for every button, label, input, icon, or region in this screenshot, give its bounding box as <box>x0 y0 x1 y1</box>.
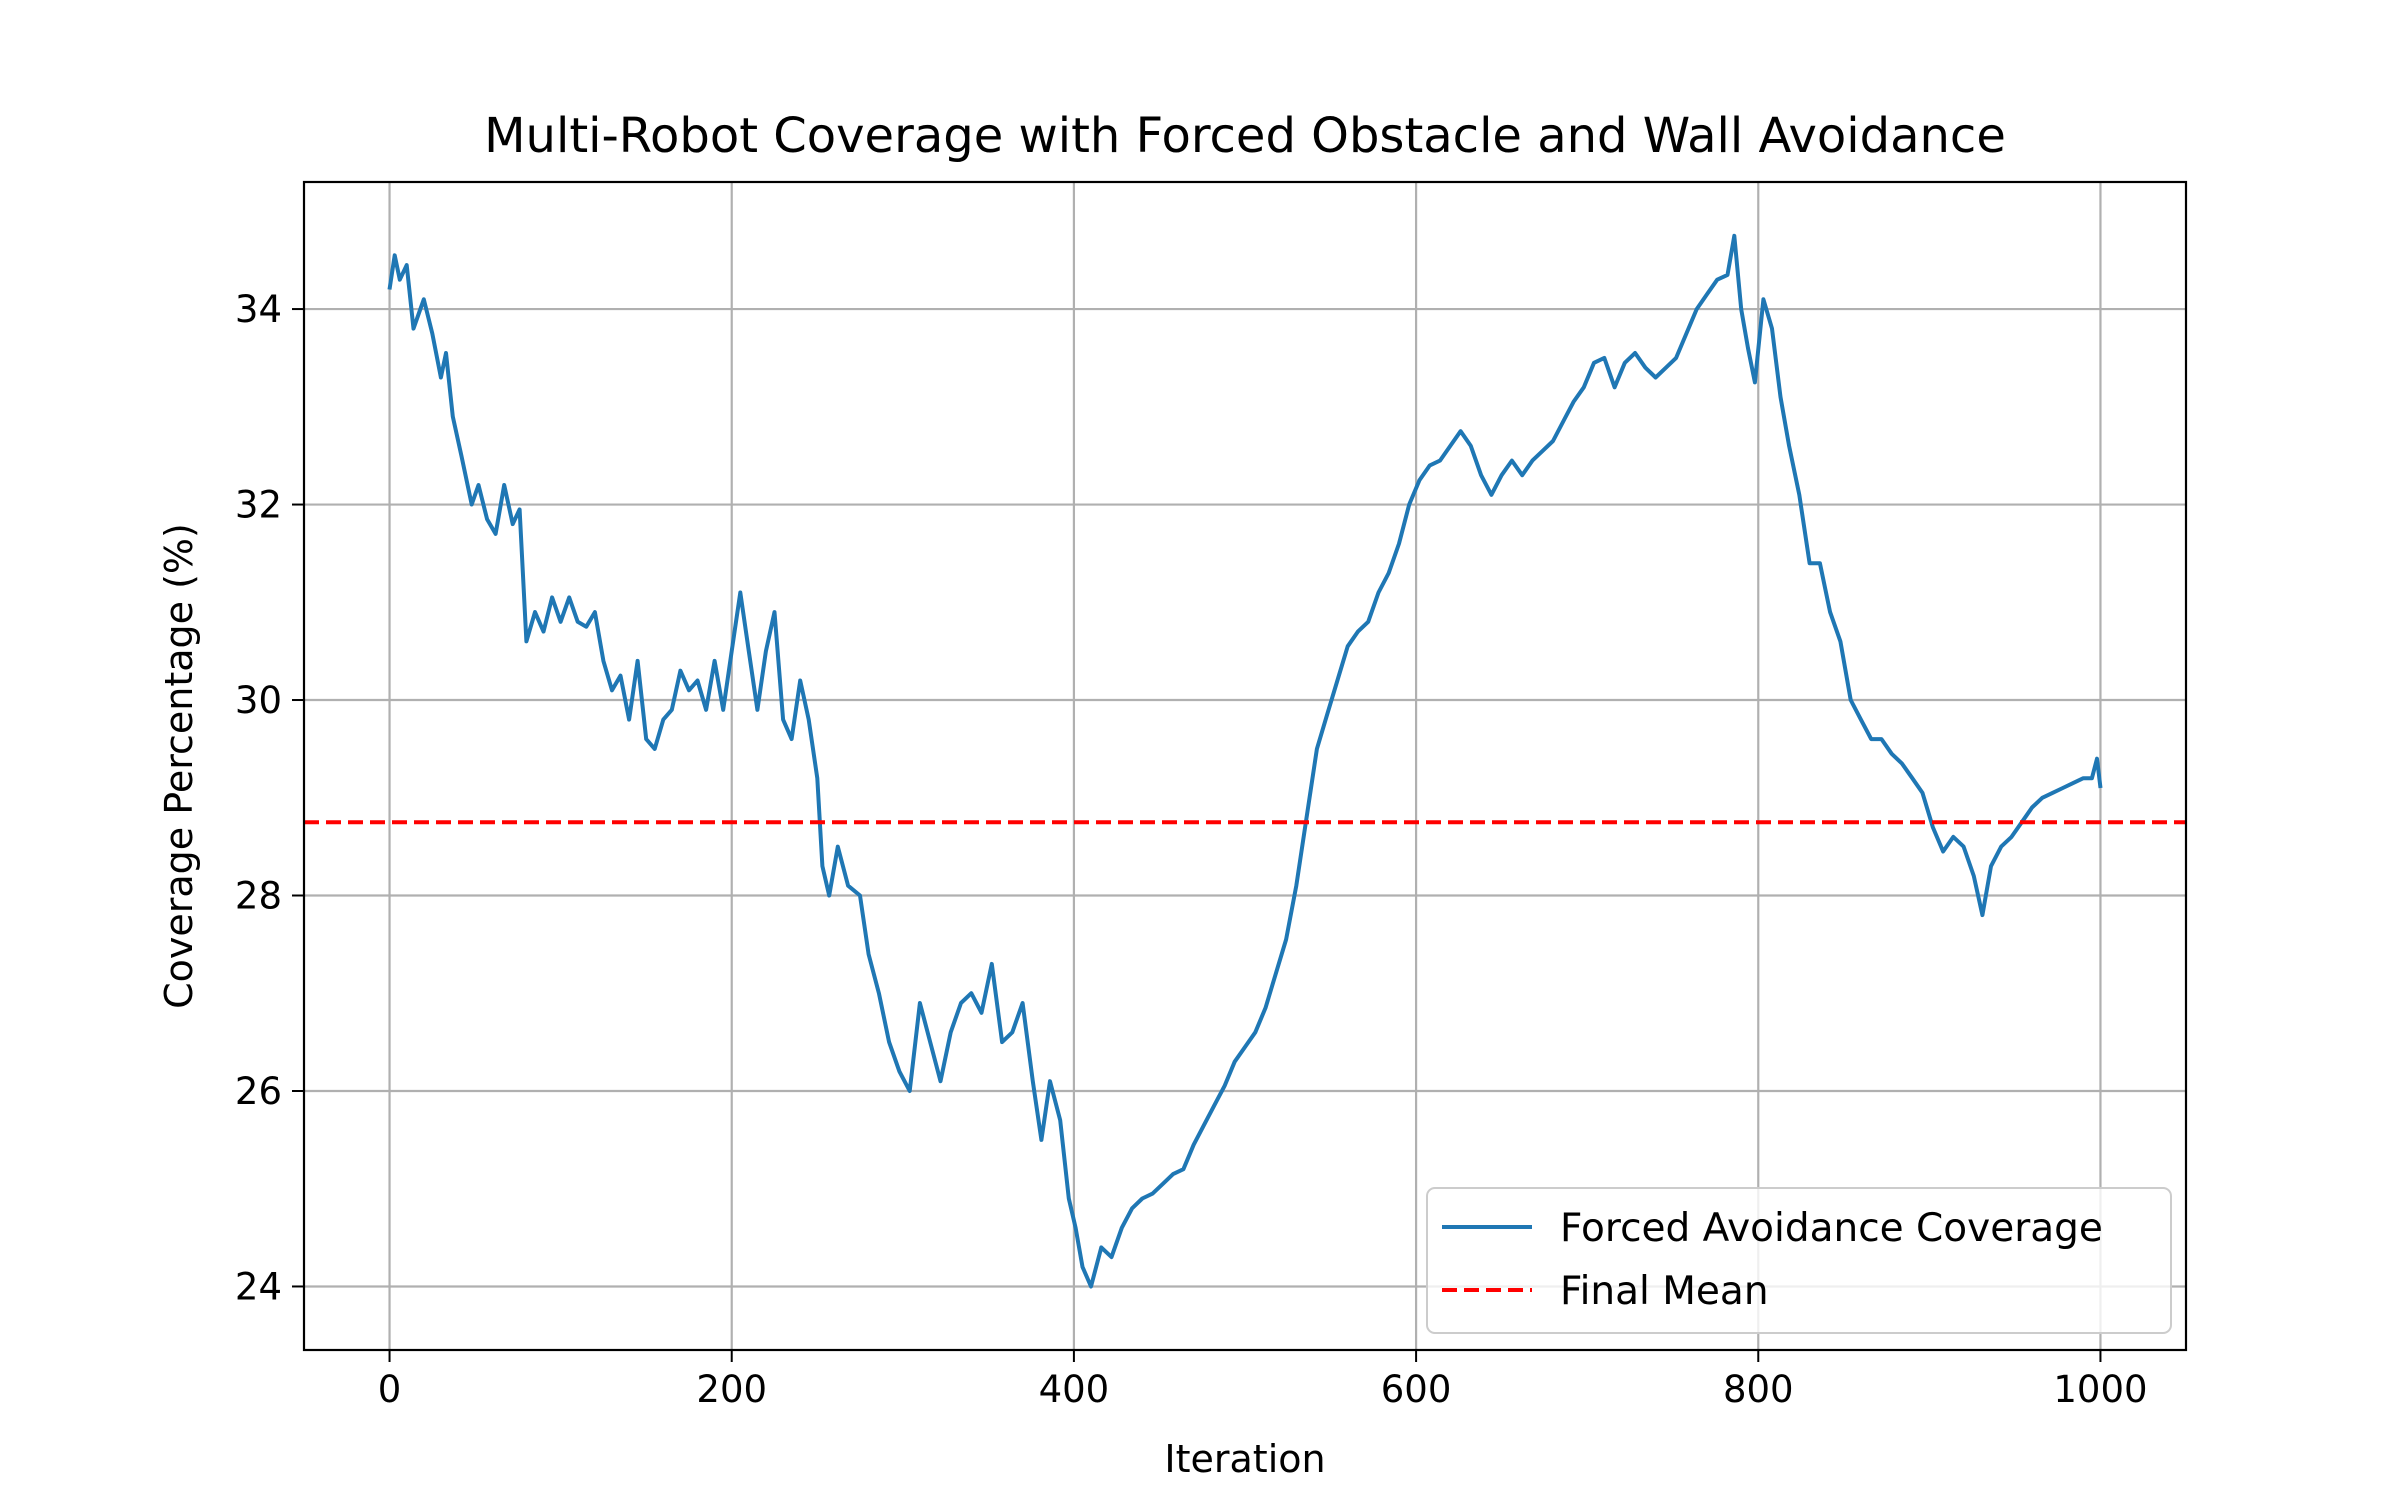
axes-frame <box>302 180 2188 1352</box>
y-axis-label: Coverage Percentage (%) <box>157 523 201 1009</box>
y-tick-label: 34 <box>235 288 282 331</box>
legend-box <box>1426 1187 2172 1334</box>
x-tick-label: 0 <box>378 1368 402 1411</box>
x-tick-label: 600 <box>1381 1368 1452 1411</box>
x-tick-label: 1000 <box>2053 1368 2147 1411</box>
x-axis-ticks: 0 200 400 600 800 1000 <box>378 1350 2148 1411</box>
x-tick-label: 400 <box>1039 1368 1110 1411</box>
y-tick-label: 32 <box>235 484 282 527</box>
chart-title: Multi-Robot Coverage with Forced Obstacl… <box>484 108 2006 164</box>
x-tick-label: 800 <box>1723 1368 1794 1411</box>
y-tick-label: 26 <box>235 1070 282 1113</box>
y-tick-label: 30 <box>235 679 282 722</box>
coverage-line <box>387 233 2103 1289</box>
y-axis-ticks: 24 26 28 30 32 34 <box>235 288 304 1308</box>
x-axis-label: Iteration <box>1164 1437 1325 1481</box>
y-tick-label: 24 <box>235 1265 282 1308</box>
legend-label: Final Mean <box>1560 1269 1769 1314</box>
x-tick-label: 200 <box>696 1368 767 1411</box>
plot-area <box>304 233 2186 1289</box>
legend-label: Forced Avoidance Coverage <box>1560 1206 2103 1251</box>
legend: Forced Avoidance Coverage Final Mean <box>1426 1187 2172 1334</box>
y-tick-label: 28 <box>235 875 282 918</box>
